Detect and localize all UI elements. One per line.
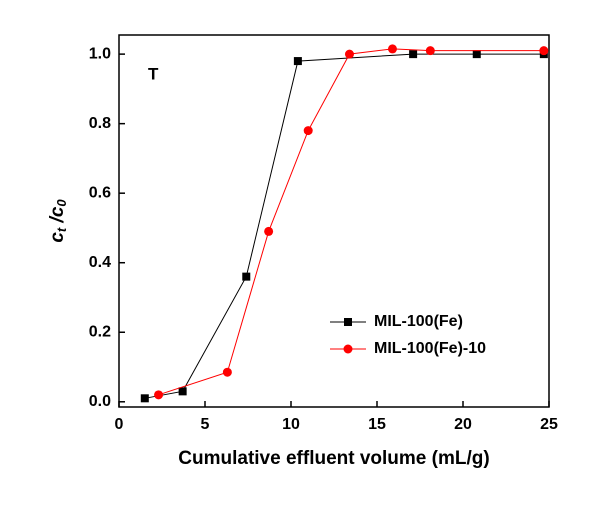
y-tick-label: 1.0 — [89, 45, 111, 62]
data-point — [242, 272, 251, 281]
data-point — [539, 46, 549, 56]
data-point — [264, 226, 274, 236]
y-label-part: /c — [47, 206, 68, 228]
x-tick-label: 25 — [540, 416, 558, 433]
data-point — [344, 49, 354, 59]
data-point — [425, 46, 435, 56]
y-axis-label: ct /c0 — [47, 199, 69, 243]
plot-frame — [118, 34, 550, 408]
x-tick-label: 15 — [368, 416, 386, 433]
x-tick-label: 10 — [282, 416, 300, 433]
legend-marker — [344, 318, 352, 326]
y-tick-label: 0.2 — [89, 323, 111, 340]
y-tick-label: 0.4 — [89, 254, 111, 271]
y-label-part: 0 — [54, 199, 69, 207]
legend-label: MIL-100(Fe) — [374, 313, 463, 330]
data-point — [387, 44, 397, 54]
annotation: T — [148, 64, 159, 83]
x-tick-label: 5 — [201, 416, 210, 433]
x-tick-label: 0 — [115, 416, 124, 433]
data-point — [472, 50, 481, 59]
data-point — [154, 390, 164, 400]
data-point — [222, 367, 232, 377]
series-line — [158, 48, 544, 396]
legend-label: MIL-100(Fe)-10 — [374, 340, 486, 357]
legend-marker — [343, 344, 353, 354]
x-tick-label: 20 — [454, 416, 472, 433]
x-axis-label: Cumulative effluent volume (mL/g) — [178, 448, 489, 469]
y-label-part: c — [47, 232, 68, 243]
y-tick-label: 0.0 — [89, 393, 111, 410]
data-point — [303, 126, 313, 136]
data-point — [140, 394, 149, 403]
y-tick-label: 0.6 — [89, 184, 111, 201]
data-point — [293, 57, 302, 66]
data-point — [178, 387, 187, 396]
data-point — [409, 50, 418, 59]
y-tick-label: 0.8 — [89, 115, 111, 132]
y-label-part: t — [54, 227, 69, 232]
